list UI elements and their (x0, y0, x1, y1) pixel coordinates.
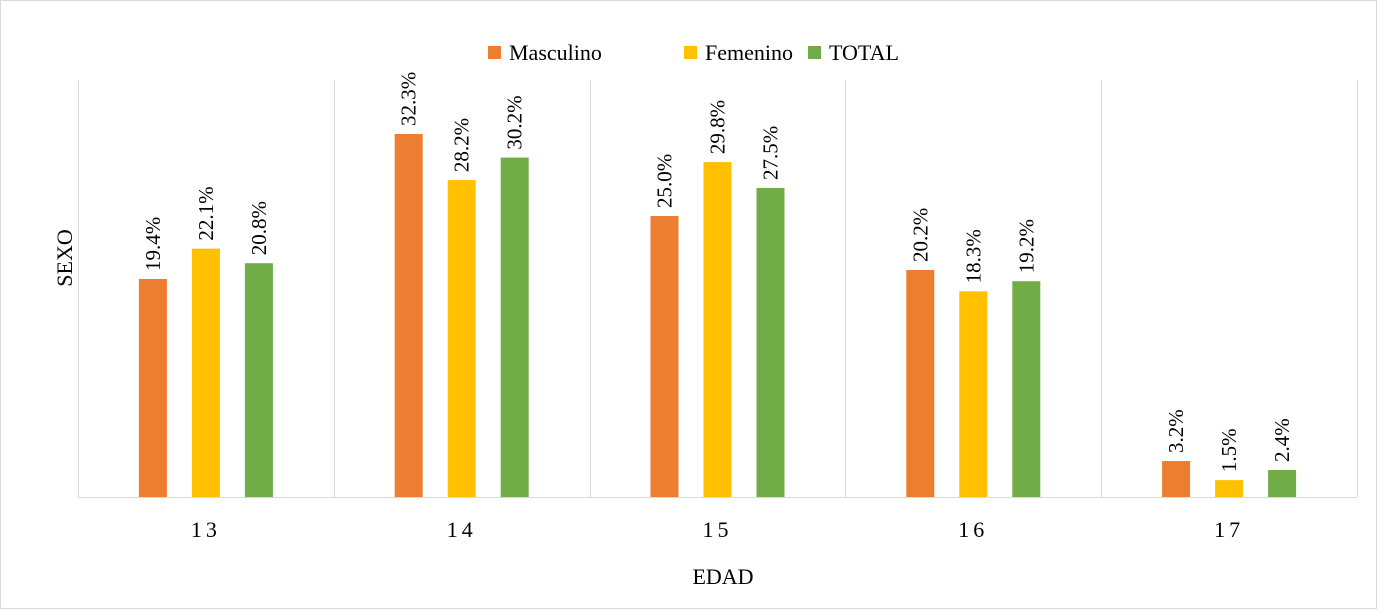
data-label-masculino-15: 25.0% (653, 154, 677, 208)
data-label-total-13: 20.8% (247, 201, 271, 255)
data-label-total-14: 30.2% (503, 95, 527, 149)
data-label-total-16: 19.2% (1014, 219, 1038, 273)
bar-femenino-13 (191, 248, 220, 497)
legend-label-total: TOTAL (829, 40, 899, 65)
grid-lines (78, 80, 1358, 498)
data-label-femenino-16: 18.3% (961, 229, 985, 283)
x-tick-labels: 13 14 15 16 17 (191, 517, 1244, 542)
data-labels: 19.4% 22.1% 20.8% 32.3% 28.2% 30.2% 25.0% 29.8%… (141, 72, 1294, 472)
data-label-femenino-14: 28.2% (450, 118, 474, 172)
data-label-femenino-17: 1.5% (1217, 428, 1241, 472)
x-tick-label: 13 (191, 517, 221, 542)
legend: Masculino Femenino TOTAL (488, 40, 899, 65)
data-label-masculino-14: 32.3% (397, 72, 421, 126)
x-axis-title: EDAD (692, 564, 753, 589)
data-label-femenino-15: 29.8% (706, 100, 730, 154)
bar-masculino-15 (650, 216, 679, 497)
bar-masculino-17 (1162, 461, 1191, 497)
bars (138, 134, 1297, 497)
data-label-masculino-17: 3.2% (1164, 409, 1188, 453)
bar-femenino-15 (703, 162, 732, 497)
data-label-masculino-16: 20.2% (908, 208, 932, 262)
bar-masculino-14 (394, 134, 423, 497)
bar-total-13 (244, 263, 273, 497)
x-tick-label: 14 (447, 517, 477, 542)
bar-masculino-16 (906, 269, 935, 497)
bar-total-15 (756, 187, 785, 497)
legend-swatch-masculino (488, 46, 501, 59)
data-label-total-17: 2.4% (1270, 418, 1294, 462)
data-label-masculino-13: 19.4% (141, 217, 165, 271)
bar-femenino-16 (959, 291, 988, 497)
bar-total-17 (1268, 470, 1297, 497)
bar-femenino-14 (447, 180, 476, 497)
legend-label-masculino: Masculino (509, 40, 602, 65)
y-axis-title: SEXO (52, 229, 77, 286)
legend-swatch-femenino (684, 46, 697, 59)
data-label-total-15: 27.5% (759, 126, 783, 180)
bar-total-14 (500, 157, 529, 497)
x-tick-label: 16 (958, 517, 988, 542)
data-label-femenino-13: 22.1% (194, 186, 218, 240)
bar-masculino-13 (138, 278, 167, 497)
x-tick-label: 15 (703, 517, 733, 542)
legend-swatch-total (808, 46, 821, 59)
x-tick-label: 17 (1214, 517, 1244, 542)
bar-total-16 (1012, 281, 1041, 497)
bar-femenino-17 (1215, 480, 1244, 497)
legend-label-femenino: Femenino (705, 40, 793, 65)
